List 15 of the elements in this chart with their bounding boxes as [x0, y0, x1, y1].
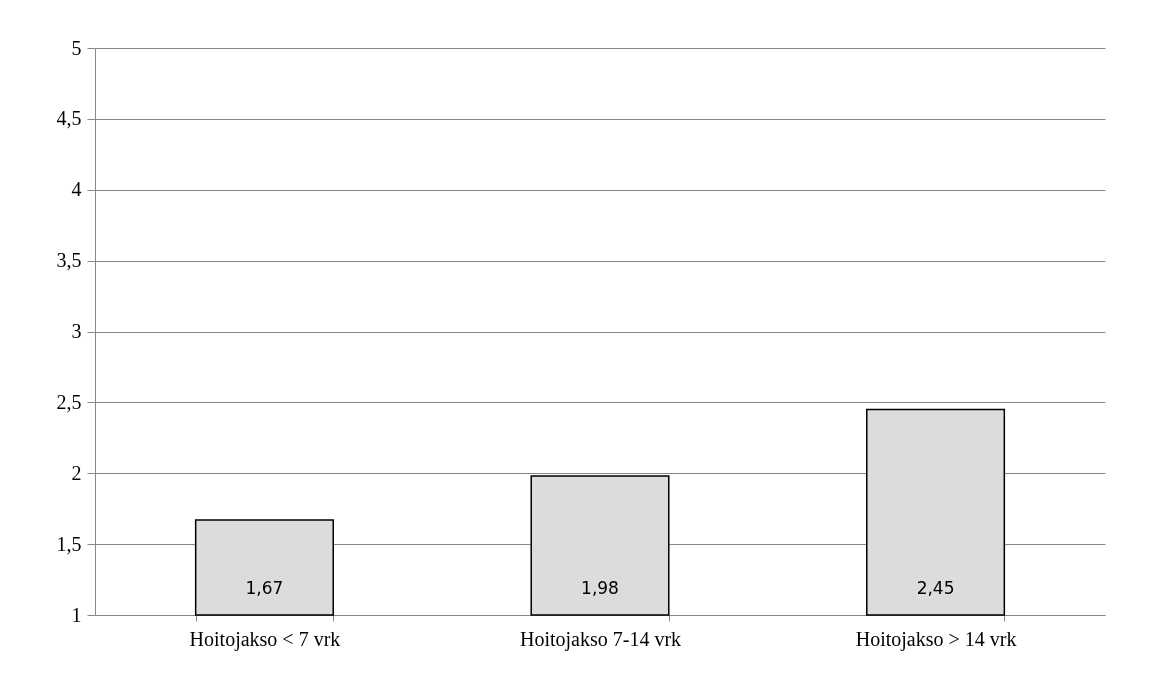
data-label: 2,45	[916, 578, 955, 598]
data-label: 1,67	[245, 578, 284, 598]
x-tick-label: Hoitojakso 7-14 vrk	[519, 627, 682, 651]
y-tick-label: 4,5	[56, 107, 82, 130]
y-tick-label: 1	[71, 603, 82, 626]
y-tick-label: 2	[71, 461, 82, 484]
data-label: 1,98	[581, 578, 619, 598]
y-tick-label: 1,5	[56, 532, 82, 555]
x-tick-label: Hoitojakso > 14 vrk	[855, 627, 1017, 651]
y-tick-label: 3,5	[56, 249, 82, 272]
x-tick-label: Hoitojakso < 7 vrk	[189, 627, 341, 651]
y-tick-label: 2,5	[56, 390, 82, 413]
y-tick-label: 3	[71, 320, 82, 342]
y-tick-label: 5	[71, 36, 82, 59]
y-tick-label: 4	[71, 178, 82, 201]
